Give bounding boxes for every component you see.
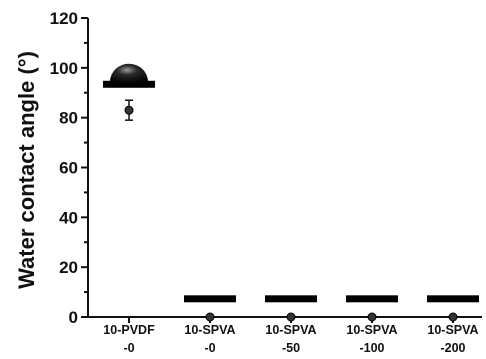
y-axis-ticks: 0 20 40 60 80 100 120 [50, 9, 88, 327]
data-point [124, 105, 134, 115]
data-point [367, 312, 377, 322]
flat-film-icon [184, 295, 236, 303]
flat-film-icon [265, 295, 317, 303]
y-tick-label: 80 [59, 109, 78, 128]
droplet-icons [103, 63, 479, 303]
plot-area: 0 20 40 60 80 100 120 10-PVDF -0 10-SPVA -0 10-SPV… [50, 9, 482, 355]
x-tick-label-suffix: -0 [123, 341, 134, 355]
data-point [205, 312, 215, 322]
y-tick-label: 20 [59, 258, 78, 277]
data-points [124, 99, 458, 322]
y-tick-label: 120 [50, 9, 78, 28]
x-tick-label-suffix: -0 [204, 341, 215, 355]
x-tick-label: 10-SPVA [265, 323, 316, 337]
x-axis-ticks: 10-PVDF -0 10-SPVA -0 10-SPVA -50 10-SPVA -100 1… [103, 317, 479, 355]
flat-film-icon [427, 295, 479, 303]
x-tick-label: 10-SPVA [346, 323, 397, 337]
y-axis-label: Water contact angle (°) [14, 51, 39, 289]
y-tick-label: 100 [50, 59, 78, 78]
x-tick-label: 10-SPVA [427, 323, 478, 337]
sessile-drop-icon [103, 63, 155, 88]
x-tick-label-suffix: -200 [440, 341, 465, 355]
x-tick-label: 10-SPVA [184, 323, 235, 337]
data-point [448, 312, 458, 322]
flat-film-icon [346, 295, 398, 303]
y-tick-label: 0 [69, 308, 78, 327]
data-point [286, 312, 296, 322]
x-tick-label-suffix: -50 [282, 341, 300, 355]
y-tick-label: 40 [59, 208, 78, 227]
x-tick-label-suffix: -100 [359, 341, 384, 355]
x-tick-label: 10-PVDF [103, 323, 155, 337]
y-tick-label: 60 [59, 159, 78, 178]
